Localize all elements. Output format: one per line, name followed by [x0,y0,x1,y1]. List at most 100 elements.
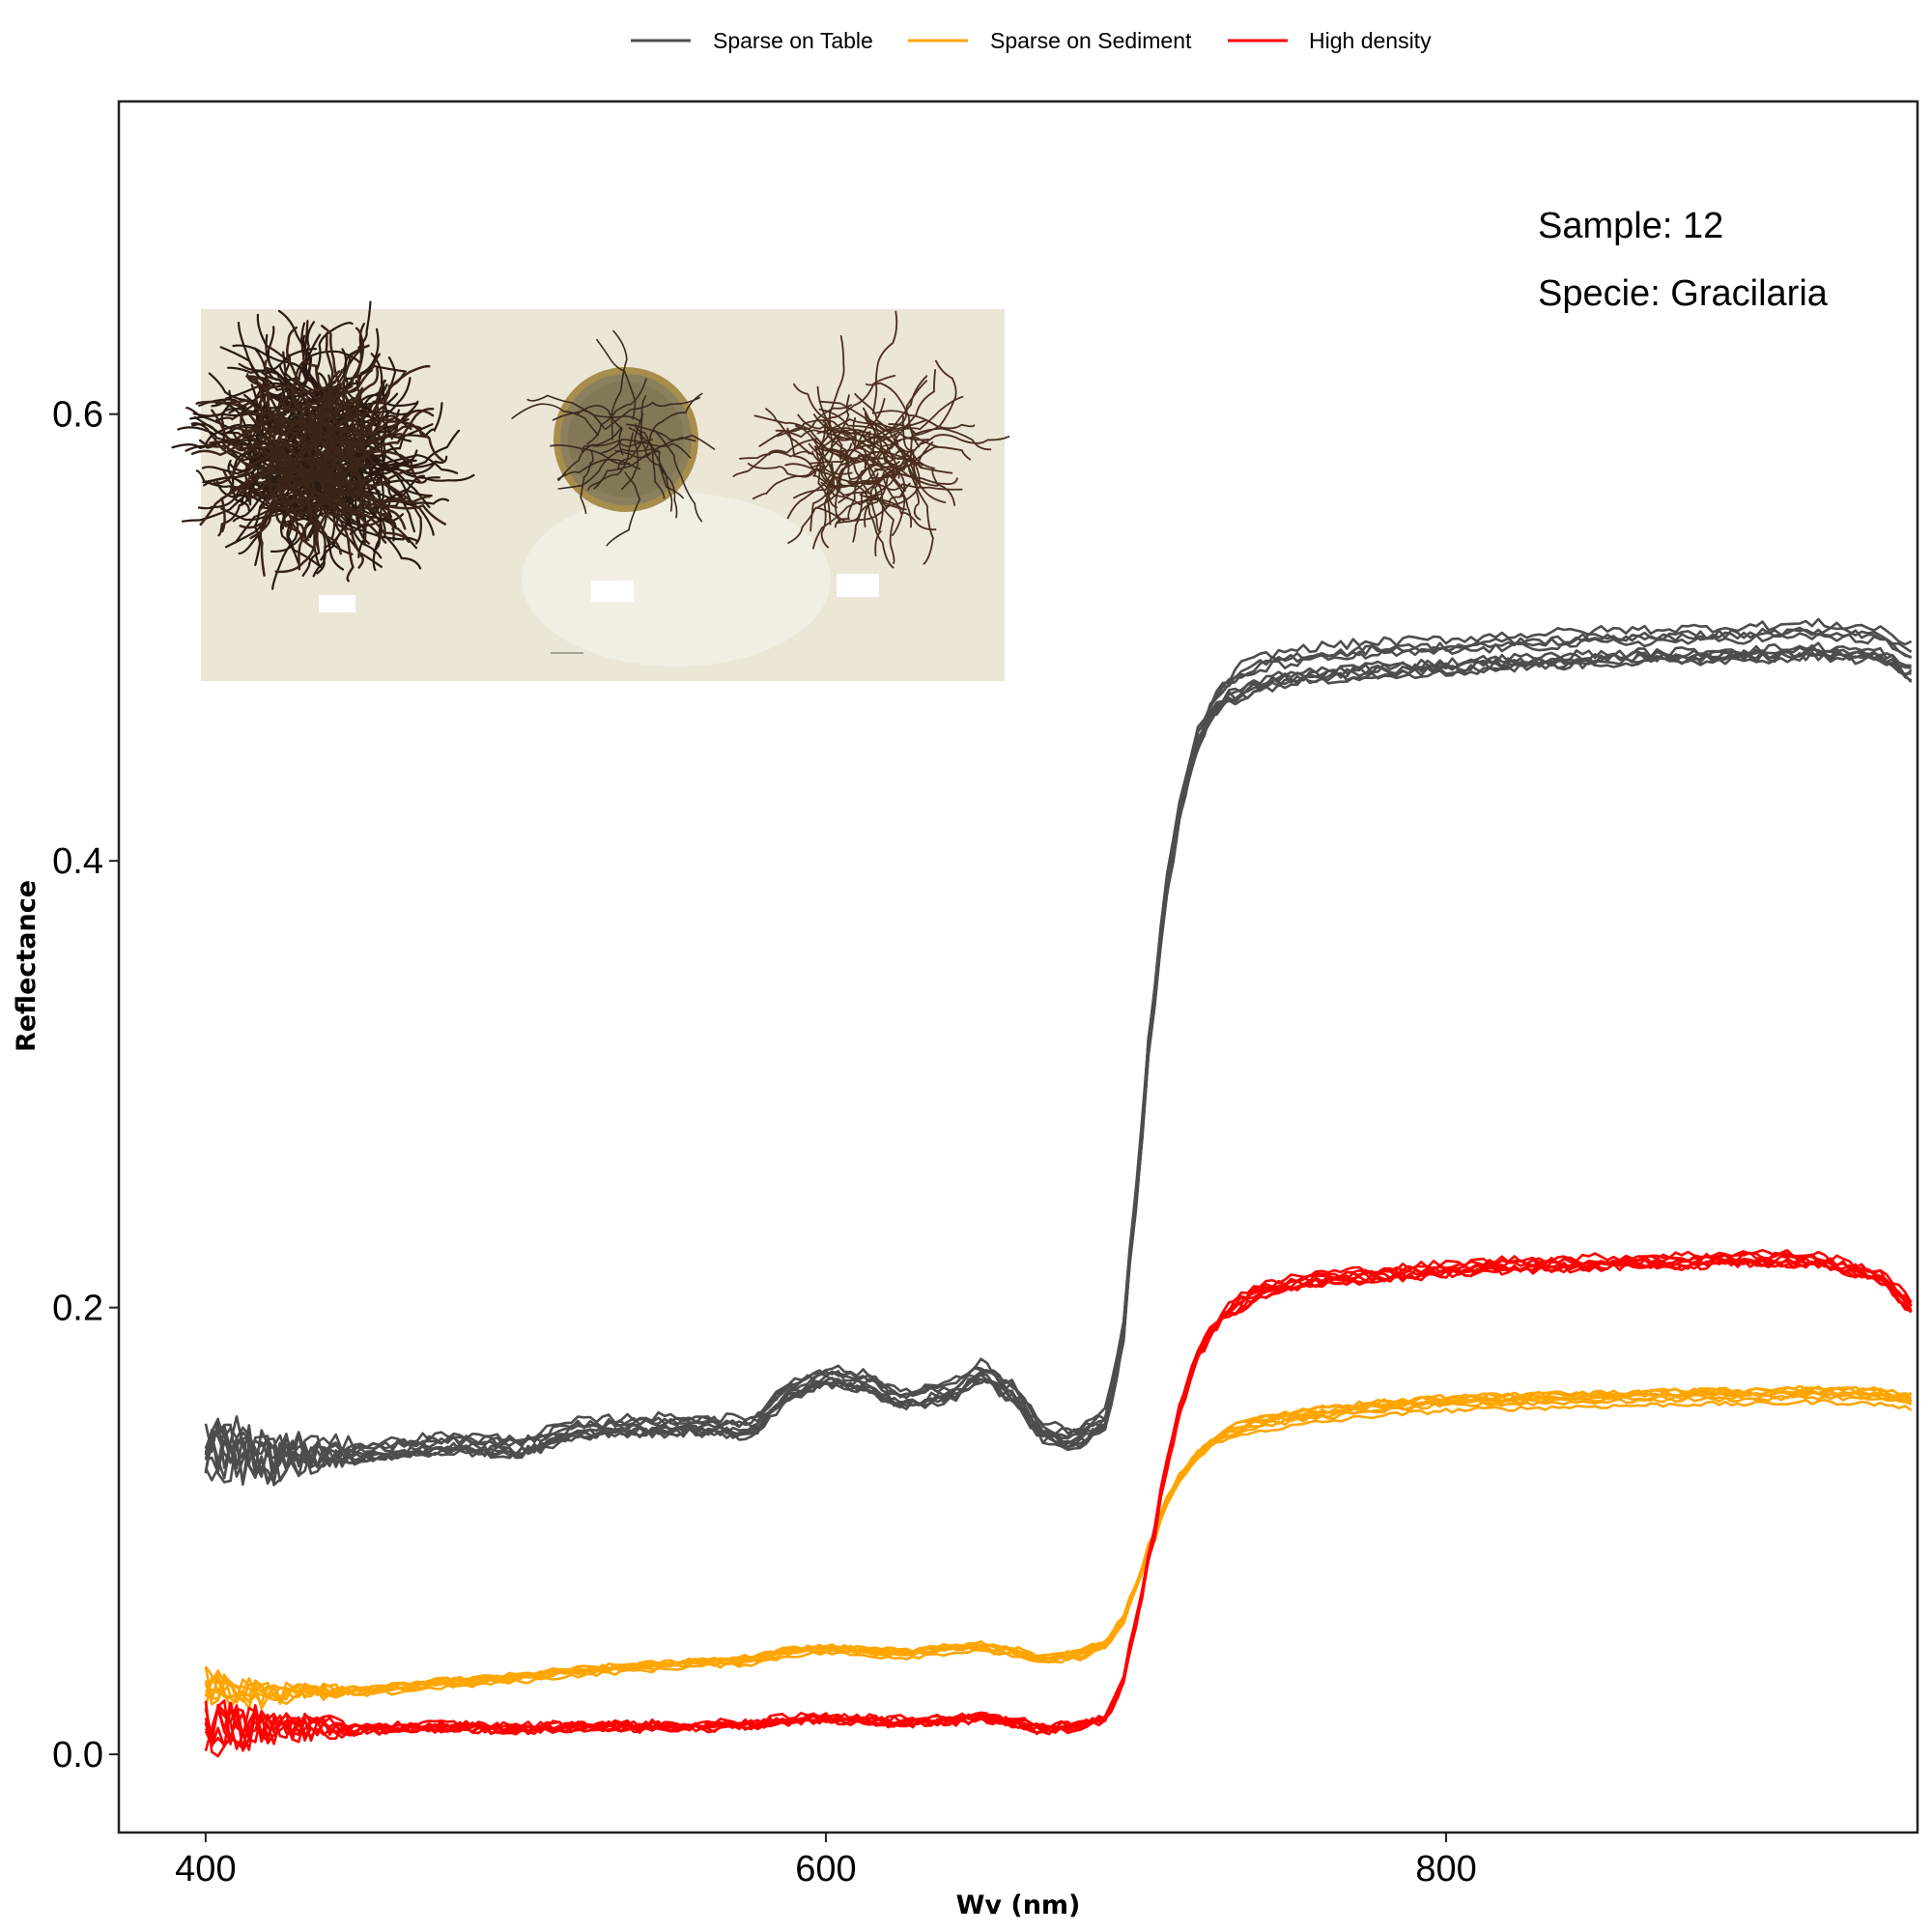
photo-seaweed-strand [327,469,395,530]
series-line-replicate [204,643,1912,1486]
photo-seaweed-strand [239,444,312,494]
photo-seaweed-strand [625,423,716,450]
photo-seaweed-strand [303,462,319,545]
photo-seaweed-strand [277,463,374,482]
photo-seaweed-strand [838,450,906,491]
photo-seaweed-strand [330,468,414,500]
photo-seaweed-strand [313,396,349,446]
series-line-replicate [204,1391,1913,1706]
photo-seaweed-strand [596,338,637,420]
photo-seaweed-strand [580,449,594,515]
photo-seaweed-clump-left [171,300,475,590]
photo-seaweed-strand [259,482,298,577]
x-axis-title: Wv (nm) [956,1890,1081,1920]
photo-seaweed-strand [869,472,883,556]
series-line-replicate [204,648,1913,1486]
photo-seaweed-strand [325,430,364,492]
photo-tag-left [319,595,355,612]
photo-seaweed-strand [891,445,972,478]
photo-seaweed-strand [874,489,895,564]
photo-seaweed-strand [292,497,382,517]
photo-seaweed-strand [326,496,355,582]
photo-seaweed-strand [875,410,976,430]
photo-seaweed-strand [606,471,641,547]
photo-seaweed-strand [894,433,947,503]
photo-seaweed-clump-center [511,329,716,547]
series-layer [204,617,1913,1758]
photo-seaweed-strand [628,427,673,512]
photo-seaweed-strand [635,423,666,499]
photo-seaweed-strand [752,468,818,500]
photo-seaweed-strand [747,462,823,477]
series-line-replicate [204,1255,1912,1742]
photo-seaweed-strand [811,437,881,488]
photo-seaweed-strand [858,481,963,491]
y-tick-label: 0.0 [52,1735,103,1776]
photo-seaweed-strand [333,436,350,512]
photo-seaweed-strand [217,470,262,537]
photo-seaweed-strand [820,462,836,549]
series-high-density [204,1248,1913,1758]
photo-seaweed-strand [895,450,956,506]
legend-label-high-density: High density [1309,28,1432,53]
photo-seaweed-strand [868,395,964,435]
photo-seaweed-strand [587,432,635,491]
photo-seaweed-strand [327,327,365,407]
photo-seaweed-strand [238,412,297,471]
photo-seaweed-strand [245,375,325,458]
photo-seaweed-strand [605,396,701,430]
photo-tag-center [591,581,634,602]
photo-seaweed-strand [793,383,843,461]
photo-seaweed-strand [864,380,928,469]
x-tick-label: 800 [1415,1849,1476,1889]
photo-seaweed-strand [355,407,435,453]
inset-photo-highlight [522,493,831,667]
series-line-replicate [204,641,1912,1483]
photo-seaweed-strand [739,450,810,460]
plot-panel-border [117,99,1919,1834]
photo-seaweed-strand [586,378,647,444]
photo-tag-right [837,574,879,597]
photo-seaweed-strand [844,430,930,441]
photo-seaweed-strand [818,400,876,451]
photo-seaweed-strand [919,434,1010,445]
y-tick-label: 0.6 [52,395,103,436]
photo-seaweed-strand [268,475,310,542]
photo-seaweed-strand [816,427,923,467]
photo-seaweed-strand [865,498,895,569]
series-line-replicate [204,647,1912,1485]
photo-seaweed-strand [811,450,838,509]
photo-seaweed-strand [329,385,363,453]
photo-seaweed-strand [293,350,361,394]
photo-seaweed-strand [556,458,640,480]
series-line-replicate [204,626,1913,1474]
series-sparse-on-sediment [204,1384,1913,1710]
photo-seaweed-strand [370,429,461,475]
photo-seaweed-strand [213,414,283,485]
photo-seaweed-clump-right [732,310,1010,569]
photo-seaweed-strand [358,425,430,440]
photo-seaweed-strand [343,452,434,469]
photo-seaweed-strand [825,448,903,510]
photo-seaweed-strand [814,475,889,523]
series-line-replicate [204,1259,1912,1750]
photo-seaweed-strand [342,432,374,504]
photo-seaweed-strand [361,364,431,448]
photo-seaweed-strand [199,462,293,526]
photo-seaweed-strand [787,461,851,544]
photo-seaweed-strand [259,445,342,501]
series-line-replicate [204,652,1913,1484]
photo-seaweed-strand [221,469,283,499]
y-tick-label: 0.2 [52,1289,103,1329]
annotation-sample: Sample: 12 [1538,206,1723,246]
photo-seaweed-strand [753,414,862,463]
series-sparse-on-table [204,617,1913,1487]
photo-seaweed-strand [758,419,857,447]
photo-seaweed-strand [354,479,431,503]
photo-seaweed-strand [526,394,606,430]
legend: Sparse on Table Sparse on Sediment High … [631,28,1432,53]
photo-seaweed-strand [865,382,921,448]
legend-label-sparse-on-table: Sparse on Table [713,28,873,53]
photo-seaweed-strand [810,481,873,532]
